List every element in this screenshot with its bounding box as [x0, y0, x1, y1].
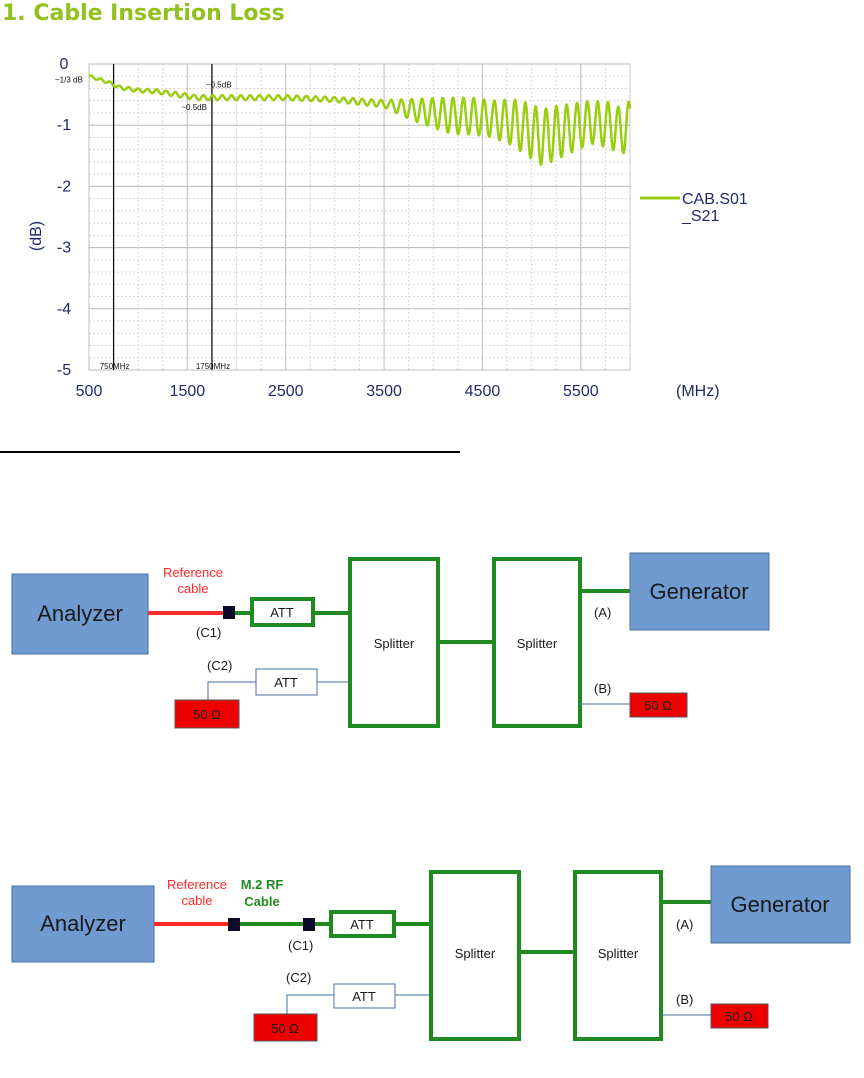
x-tick-label: 1500 [170, 383, 206, 400]
c1-label: (C1) [288, 938, 313, 953]
port-b-label: (B) [594, 681, 611, 696]
att-top-box [329, 910, 396, 938]
analyzer-label: Analyzer [37, 601, 123, 626]
y-tick-label: -1 [57, 117, 71, 134]
x-tick-label: 3500 [366, 383, 402, 400]
chart-series [88, 74, 632, 166]
att-bottom-box [255, 668, 318, 696]
load-left [253, 1013, 318, 1042]
splitter-left-label: Splitter [374, 636, 415, 651]
series-line [88, 74, 632, 166]
insertion-loss-chart: 750MHz 1750MHz 500 1500 2500 3500 4500 5500 0 -1… [28, 56, 748, 400]
y-tick-label: -3 [57, 240, 71, 257]
chart-annotation: ~0.5dB [181, 103, 207, 112]
chart-annotation: ~1/3 dB [55, 75, 83, 84]
load-right [629, 692, 688, 718]
y-tick-label: -2 [57, 178, 71, 195]
generator-label: Generator [649, 579, 748, 604]
reference-cable-label-line2: cable [177, 581, 208, 596]
m2-cable-label-line1: M.2 RF [241, 877, 284, 892]
section-title: 1. Cable Insertion Loss [2, 1, 285, 26]
c2-label: (C2) [286, 970, 311, 985]
load-left [174, 699, 240, 729]
connector-c1 [303, 918, 315, 931]
marker-label: 750MHz [100, 362, 130, 371]
horizontal-rule [0, 451, 460, 453]
load-right-label: 50 Ω [644, 698, 672, 713]
att-bottom-label: ATT [352, 989, 376, 1004]
test-setup-diagram-dut: Analyzer Reference cable M.2 RF Cable (C… [11, 865, 851, 1042]
connector-ref [228, 918, 240, 931]
x-tick-label: 2500 [268, 383, 304, 400]
marker-label: 1750MHz [196, 362, 230, 371]
legend-label-line: _S21 [681, 208, 719, 225]
splitter-right-label: Splitter [517, 636, 558, 651]
splitter-right-label: Splitter [598, 946, 639, 961]
att-bottom-box [333, 983, 396, 1009]
chart-grid [88, 63, 631, 371]
reference-cable-label-line1: Reference [167, 877, 227, 892]
port-b-label: (B) [676, 992, 693, 1007]
load-left-label: 50 Ω [193, 707, 221, 722]
generator-box [710, 865, 851, 944]
generator-box [629, 552, 770, 631]
splitter-left [429, 870, 521, 1041]
analyzer-box [11, 573, 149, 655]
y-axis-label: (dB) [28, 221, 45, 251]
analyzer-box [11, 885, 155, 963]
load-left-link [207, 681, 256, 700]
x-tick-label: 5500 [563, 383, 599, 400]
y-tick-label: -5 [57, 362, 71, 379]
chart-annotations: ~1/3 dB ~0.5dB ~0.5dB [55, 75, 232, 112]
x-tick-label: 500 [76, 383, 103, 400]
x-axis-label: (MHz) [676, 383, 720, 400]
analyzer-label: Analyzer [40, 911, 126, 936]
port-a-label: (A) [594, 605, 611, 620]
load-left-link [286, 994, 334, 1014]
legend-label-line: CAB.S01 [682, 191, 748, 208]
chart-annotation: ~0.5dB [206, 80, 232, 89]
m2-cable-label-line2: Cable [244, 894, 279, 909]
test-setup-diagram-reference: Analyzer Reference cable (C1) ATT (C2) A… [11, 552, 770, 729]
y-tick-label: 0 [60, 56, 69, 73]
connector-c1 [223, 606, 235, 619]
legend-label: CAB.S01 _S21 [681, 191, 748, 225]
att-bottom-label: ATT [274, 675, 298, 690]
c1-label: (C1) [196, 625, 221, 640]
reference-cable-label-line2: cable [181, 893, 212, 908]
x-tick-label: 4500 [465, 383, 501, 400]
att-top-label: ATT [350, 917, 374, 932]
y-tick-label: -4 [57, 301, 71, 318]
load-right-label: 50 Ω [725, 1009, 753, 1024]
reference-cable-label-line1: Reference [163, 565, 223, 580]
load-left-label: 50 Ω [271, 1021, 299, 1036]
splitter-left-label: Splitter [455, 946, 496, 961]
port-a-label: (A) [676, 917, 693, 932]
generator-label: Generator [730, 892, 829, 917]
load-right [710, 1003, 769, 1029]
c2-label: (C2) [207, 658, 232, 673]
chart-ticks: 500 1500 2500 3500 4500 5500 0 -1 -2 -3 -4 -5 [57, 56, 599, 400]
splitter-right [492, 557, 582, 728]
att-top-label: ATT [270, 605, 294, 620]
chart-markers: 750MHz 1750MHz [100, 64, 230, 371]
splitter-right [573, 870, 663, 1041]
